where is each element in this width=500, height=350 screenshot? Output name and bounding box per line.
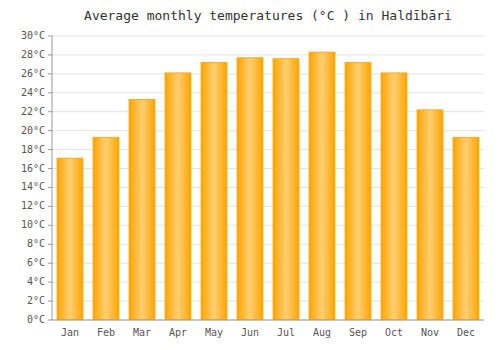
bar bbox=[381, 73, 407, 320]
y-axis-line bbox=[52, 36, 53, 320]
chart: 0°C 2°C 4°C 6°C 8°C 10°C 12°C 14°C 16°C 18°C 20°C 2… bbox=[0, 0, 500, 350]
chart-container: 0°C 2°C 4°C 6°C 8°C 10°C 12°C 14°C 16°C 18°C 20°C 2… bbox=[0, 0, 500, 350]
x-tick-label: Sep bbox=[349, 327, 367, 338]
y-tick bbox=[48, 282, 52, 283]
y-tick-label: 8°C bbox=[27, 238, 45, 249]
grid-line bbox=[52, 92, 484, 93]
grid-line bbox=[52, 36, 484, 37]
x-axis-line bbox=[52, 320, 484, 321]
bar bbox=[237, 58, 263, 320]
x-tick-label: Jun bbox=[241, 327, 259, 338]
x-tick-label: Aug bbox=[313, 327, 331, 338]
y-tick bbox=[48, 320, 52, 321]
x-tick-label: Dec bbox=[457, 327, 475, 338]
grid-line bbox=[52, 73, 484, 74]
y-tick-label: 2°C bbox=[27, 295, 45, 306]
y-tick bbox=[48, 263, 52, 264]
x-tick-label: May bbox=[205, 327, 223, 338]
bar bbox=[93, 137, 119, 320]
y-tick-label: 10°C bbox=[21, 219, 45, 230]
y-tick bbox=[48, 187, 52, 188]
bar bbox=[417, 110, 443, 320]
y-tick-label: 22°C bbox=[21, 106, 45, 117]
y-tick-label: 24°C bbox=[21, 87, 45, 98]
x-tick-label: Feb bbox=[97, 327, 115, 338]
x-tick-label: Apr bbox=[169, 327, 187, 338]
x-tick-label: Nov bbox=[421, 327, 439, 338]
bar bbox=[345, 63, 371, 320]
y-tick-label: 20°C bbox=[21, 125, 45, 136]
bar bbox=[129, 99, 155, 320]
y-tick-label: 4°C bbox=[27, 276, 45, 287]
y-tick bbox=[48, 111, 52, 112]
grid-line bbox=[52, 320, 484, 321]
y-tick bbox=[48, 168, 52, 169]
y-tick-label: 30°C bbox=[21, 30, 45, 41]
y-axis: 0°C 2°C 4°C 6°C 8°C 10°C 12°C 14°C 16°C 18°C 20°C 2… bbox=[21, 30, 52, 325]
y-tick-label: 18°C bbox=[21, 144, 45, 155]
y-tick bbox=[48, 73, 52, 74]
y-tick bbox=[48, 301, 52, 302]
y-tick bbox=[48, 206, 52, 207]
y-tick-label: 26°C bbox=[21, 68, 45, 79]
y-tick bbox=[48, 36, 52, 37]
y-tick-label: 28°C bbox=[21, 49, 45, 60]
grid bbox=[52, 36, 484, 320]
title: Average monthly temperatures (°C ) in Ha… bbox=[84, 8, 452, 23]
bar bbox=[201, 63, 227, 320]
bars bbox=[57, 52, 479, 320]
x-tick-label: Mar bbox=[133, 327, 151, 338]
y-tick bbox=[48, 244, 52, 245]
y-tick bbox=[48, 92, 52, 93]
y-tick bbox=[48, 149, 52, 150]
y-tick bbox=[48, 54, 52, 55]
bar bbox=[273, 59, 299, 320]
y-tick-label: 12°C bbox=[21, 200, 45, 211]
y-tick-label: 16°C bbox=[21, 163, 45, 174]
bar bbox=[165, 73, 191, 320]
y-tick-label: 14°C bbox=[21, 181, 45, 192]
bar bbox=[309, 52, 335, 320]
y-tick bbox=[48, 225, 52, 226]
bar bbox=[453, 137, 479, 320]
x-tick-label: Jul bbox=[277, 327, 295, 338]
y-tick bbox=[48, 130, 52, 131]
y-tick-label: 0°C bbox=[27, 314, 45, 325]
grid-line bbox=[52, 54, 484, 55]
x-tick-label: Oct bbox=[385, 327, 403, 338]
x-tick-label: Jan bbox=[61, 327, 79, 338]
bar bbox=[57, 158, 83, 320]
y-tick-label: 6°C bbox=[27, 257, 45, 268]
x-axis: Jan Feb Mar Apr May Jun Jul Aug Sep Oct Nov Dec bbox=[61, 327, 475, 338]
